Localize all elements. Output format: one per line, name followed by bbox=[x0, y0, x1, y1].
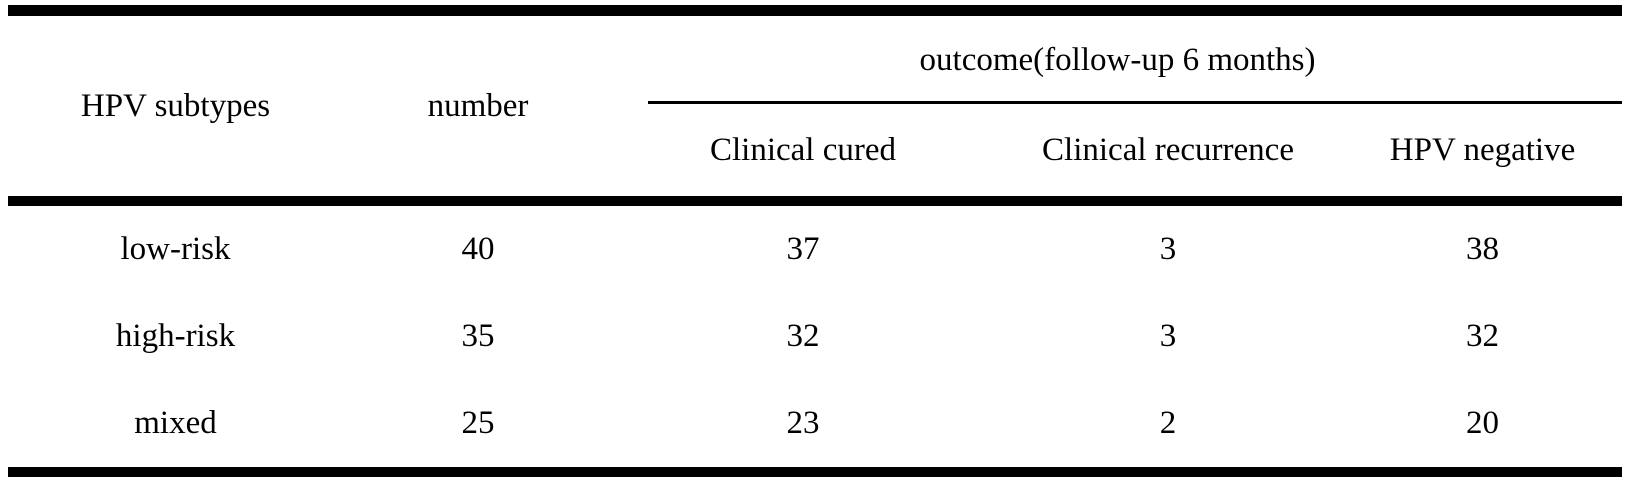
cell-hpv-negative: 20 bbox=[1343, 380, 1623, 477]
cell-number: 35 bbox=[461, 318, 495, 355]
cell-subtype: mixed bbox=[8, 380, 343, 477]
table-header: HPV subtypes number outcome(follow-up 6 … bbox=[8, 5, 1623, 206]
cell-hpv-negative: 32 bbox=[1466, 318, 1500, 355]
cell-number: 25 bbox=[343, 380, 613, 477]
cell-subtype: low-risk bbox=[120, 231, 231, 268]
table-body: low-risk 40 37 3 38 high-risk 35 32 3 32… bbox=[8, 201, 1623, 477]
cell-clinical-recurrence: 3 bbox=[1159, 231, 1177, 268]
column-group-outcome: outcome(follow-up 6 months) bbox=[613, 5, 1623, 104]
column-group-outcome-label: outcome(follow-up 6 months) bbox=[919, 41, 1316, 78]
column-header-clinical-cured: Clinical cured bbox=[613, 104, 993, 206]
table-row-low-risk: low-risk 40 37 3 38 bbox=[8, 201, 1622, 293]
cell-clinical-cured: 32 bbox=[786, 318, 820, 355]
header-row-group: HPV subtypes number outcome(follow-up 6 … bbox=[8, 5, 1623, 206]
cell-hpv-negative: 38 bbox=[1466, 231, 1500, 268]
header-row-subcolumns: Clinical cured Clinical recurrence HPV n… bbox=[8, 104, 1623, 206]
cell-clinical-recurrence: 2 bbox=[993, 380, 1343, 477]
column-header-clinical-recurrence: Clinical recurrence bbox=[993, 104, 1343, 206]
cell-clinical-recurrence: 3 bbox=[1159, 318, 1177, 355]
hpv-subtypes-outcome-table: HPV subtypes number outcome(follow-up 6 … bbox=[8, 5, 1623, 477]
table-row-high-risk: high-risk 35 32 3 32 bbox=[8, 293, 1622, 380]
cell-subtype: high-risk bbox=[115, 318, 236, 355]
column-header-number: number bbox=[343, 5, 613, 206]
cell-clinical-cured: 37 bbox=[786, 231, 820, 268]
column-header-hpv-subtypes: HPV subtypes bbox=[8, 5, 343, 206]
table-row-mixed: mixed 25 23 2 20 bbox=[8, 380, 1623, 477]
cell-clinical-cured: 23 bbox=[613, 380, 993, 477]
column-header-hpv-negative: HPV negative bbox=[1343, 104, 1623, 206]
outcome-group-divider bbox=[648, 101, 1623, 104]
cell-number: 40 bbox=[461, 231, 495, 268]
